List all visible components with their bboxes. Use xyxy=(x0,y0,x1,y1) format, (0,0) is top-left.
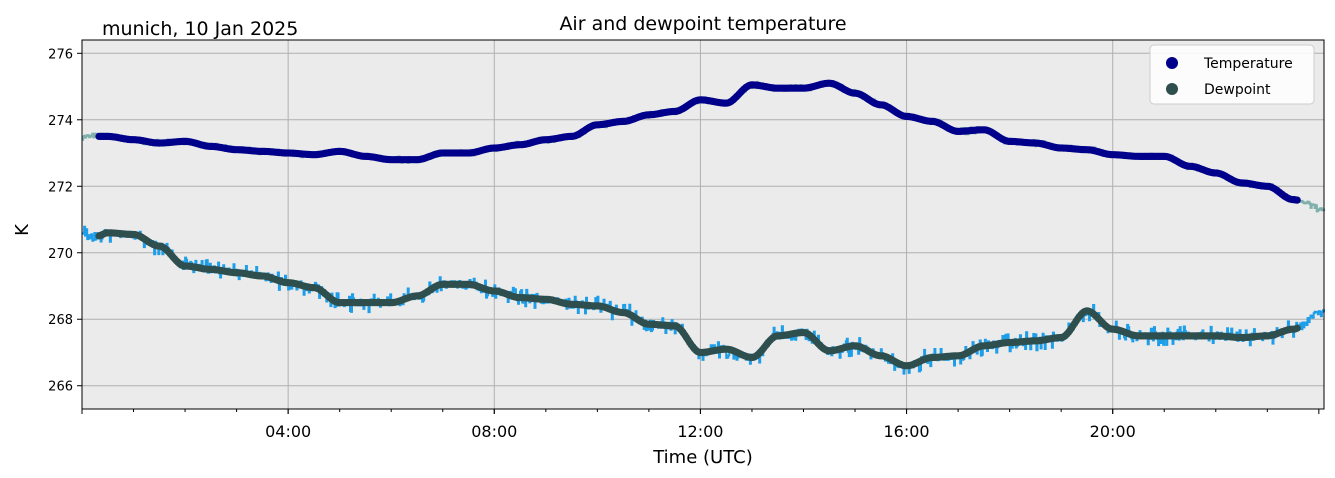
y-tick-label: 276 xyxy=(48,47,73,62)
x-tick-label: 08:00 xyxy=(471,422,517,441)
legend-marker-dewpoint xyxy=(1166,83,1178,95)
x-tick-label: 16:00 xyxy=(884,422,930,441)
y-tick-label: 270 xyxy=(48,247,73,262)
legend: Temperature Dewpoint xyxy=(1149,44,1315,105)
y-tick-label: 266 xyxy=(48,380,73,395)
markers-dewpoint xyxy=(95,229,1301,370)
y-tick-label: 274 xyxy=(48,114,73,129)
chart-title: Air and dewpoint temperature xyxy=(559,13,846,35)
markers-temperature xyxy=(95,79,1301,204)
legend-box xyxy=(1149,44,1315,105)
plot-frame xyxy=(81,39,1325,410)
x-tick-label: 20:00 xyxy=(1090,422,1136,441)
x-axis: 04:00 08:00 12:00 16:00 20:00 xyxy=(81,409,1320,441)
marker-point xyxy=(1293,324,1301,332)
y-tick-label: 268 xyxy=(48,313,73,328)
smoothed-markers xyxy=(95,79,1301,370)
x-tick-label: 04:00 xyxy=(265,422,311,441)
y-axis-label: K xyxy=(12,223,33,236)
marker-point xyxy=(1293,196,1301,204)
chart-subtitle: munich, 10 Jan 2025 xyxy=(102,18,298,40)
y-tick-label: 272 xyxy=(48,180,73,195)
x-tick-label: 12:00 xyxy=(677,422,723,441)
legend-label-temperature: Temperature xyxy=(1203,56,1293,72)
y-axis: 266 268 270 272 274 276 xyxy=(48,47,82,395)
x-axis-label: Time (UTC) xyxy=(652,447,753,468)
legend-marker-temperature xyxy=(1166,57,1178,69)
legend-label-dewpoint: Dewpoint xyxy=(1204,82,1271,98)
